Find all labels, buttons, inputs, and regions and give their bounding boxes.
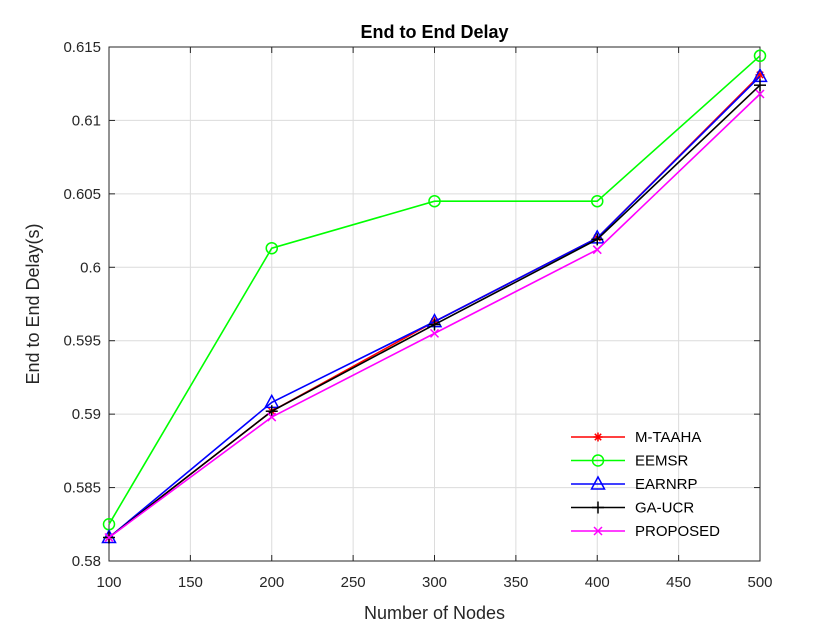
y-tick-label: 0.595 bbox=[63, 333, 101, 350]
data-point-proposed bbox=[429, 328, 440, 338]
x-tick-label: 100 bbox=[96, 574, 121, 591]
y-axis-label: End to End Delay(s) bbox=[23, 223, 43, 384]
asterisk-marker-b bbox=[594, 433, 602, 441]
x-tick-label: 350 bbox=[503, 574, 528, 591]
data-point-proposed bbox=[104, 532, 114, 543]
data-point-eemsr bbox=[753, 49, 767, 63]
legend-label-ga-ucr: GA-UCR bbox=[635, 500, 694, 517]
series-line-eemsr bbox=[108, 55, 761, 525]
y-tick-label: 0.6 bbox=[80, 259, 101, 276]
data-point-proposed bbox=[592, 245, 602, 255]
data-point-eemsr bbox=[591, 194, 604, 208]
x-tick-label: 250 bbox=[341, 574, 366, 591]
legend-item-earnrp: EARNRP bbox=[571, 475, 698, 493]
x-marker bbox=[593, 526, 603, 536]
data-point-ga-ucr bbox=[428, 318, 441, 331]
circle-marker bbox=[265, 241, 278, 255]
x-marker-b bbox=[592, 245, 602, 255]
data-point-proposed bbox=[267, 412, 277, 422]
x-tick-label: 400 bbox=[585, 574, 610, 591]
x-marker bbox=[429, 328, 440, 338]
legend-label-m-taaha: M-TAAHA bbox=[635, 429, 701, 446]
x-marker-b bbox=[593, 526, 603, 536]
data-point-ga-ucr bbox=[591, 233, 604, 246]
axis-ticks: 100 150 200 250 300 350 400 450 500 0.58 0.585 0.59… bbox=[63, 39, 772, 591]
legend: M-TAAHA EEMSR EARNRP GA-UCR PROPOSED bbox=[571, 429, 720, 540]
x-marker-b bbox=[755, 89, 765, 99]
plus-marker bbox=[428, 318, 441, 331]
y-tick-label: 0.585 bbox=[63, 480, 101, 497]
series-layer bbox=[101, 49, 768, 544]
plus-marker bbox=[592, 501, 604, 514]
x-tick-label: 500 bbox=[747, 574, 772, 591]
plus-marker bbox=[591, 233, 604, 246]
y-tick-label: 0.61 bbox=[72, 112, 101, 129]
plus-marker bbox=[265, 405, 278, 418]
series-proposed bbox=[104, 89, 765, 543]
series-ga-ucr bbox=[103, 79, 766, 544]
data-point-ga-ucr bbox=[754, 79, 766, 92]
circle-marker bbox=[591, 194, 604, 208]
y-tick-label: 0.59 bbox=[72, 406, 101, 423]
x-marker bbox=[592, 245, 602, 255]
legend-item-proposed: PROPOSED bbox=[571, 523, 720, 540]
data-point-ga-ucr bbox=[265, 405, 278, 418]
x-tick-label: 200 bbox=[259, 574, 284, 591]
data-point-eemsr bbox=[265, 241, 278, 255]
y-tick-label: 0.605 bbox=[63, 186, 101, 203]
legend-item-eemsr: EEMSR bbox=[571, 453, 689, 470]
circle-marker bbox=[753, 49, 767, 63]
data-point-proposed bbox=[755, 89, 765, 99]
series-eemsr bbox=[102, 49, 767, 531]
x-marker-b bbox=[429, 328, 440, 338]
y-tick-label: 0.615 bbox=[63, 39, 101, 56]
circle-marker bbox=[428, 194, 441, 208]
plus-marker bbox=[754, 79, 766, 92]
legend-label-proposed: PROPOSED bbox=[635, 523, 720, 540]
data-point-eemsr bbox=[428, 194, 441, 208]
x-tick-label: 300 bbox=[422, 574, 447, 591]
x-marker bbox=[104, 532, 114, 543]
asterisk-marker bbox=[593, 432, 603, 442]
legend-label-earnrp: EARNRP bbox=[635, 476, 698, 493]
triangle-marker bbox=[590, 475, 606, 490]
x-marker-b bbox=[267, 412, 277, 422]
x-tick-label: 150 bbox=[178, 574, 203, 591]
x-marker-b bbox=[104, 532, 114, 543]
legend-item-m-taaha: M-TAAHA bbox=[571, 429, 701, 446]
x-marker bbox=[755, 89, 765, 99]
circle-marker bbox=[591, 454, 605, 467]
legend-label-eemsr: EEMSR bbox=[635, 453, 689, 470]
legend-item-ga-ucr: GA-UCR bbox=[571, 500, 694, 517]
y-tick-label: 0.58 bbox=[72, 553, 101, 570]
x-marker bbox=[267, 412, 277, 422]
x-tick-label: 450 bbox=[666, 574, 691, 591]
chart-title: End to End Delay bbox=[360, 22, 508, 42]
x-axis-label: Number of Nodes bbox=[364, 603, 505, 623]
